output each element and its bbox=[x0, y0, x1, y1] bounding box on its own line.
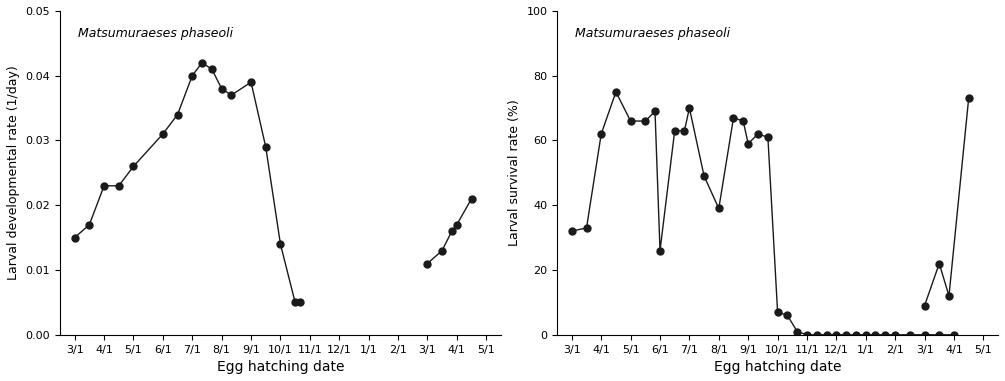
Text: Matsumuraeses phaseoli: Matsumuraeses phaseoli bbox=[575, 27, 730, 40]
X-axis label: Egg hatching date: Egg hatching date bbox=[217, 360, 344, 374]
Text: Matsumuraeses phaseoli: Matsumuraeses phaseoli bbox=[77, 27, 233, 40]
Y-axis label: Larval survival rate (%): Larval survival rate (%) bbox=[508, 99, 521, 246]
Y-axis label: Larval developmental rate (1/day): Larval developmental rate (1/day) bbox=[7, 66, 20, 280]
X-axis label: Egg hatching date: Egg hatching date bbox=[714, 360, 841, 374]
